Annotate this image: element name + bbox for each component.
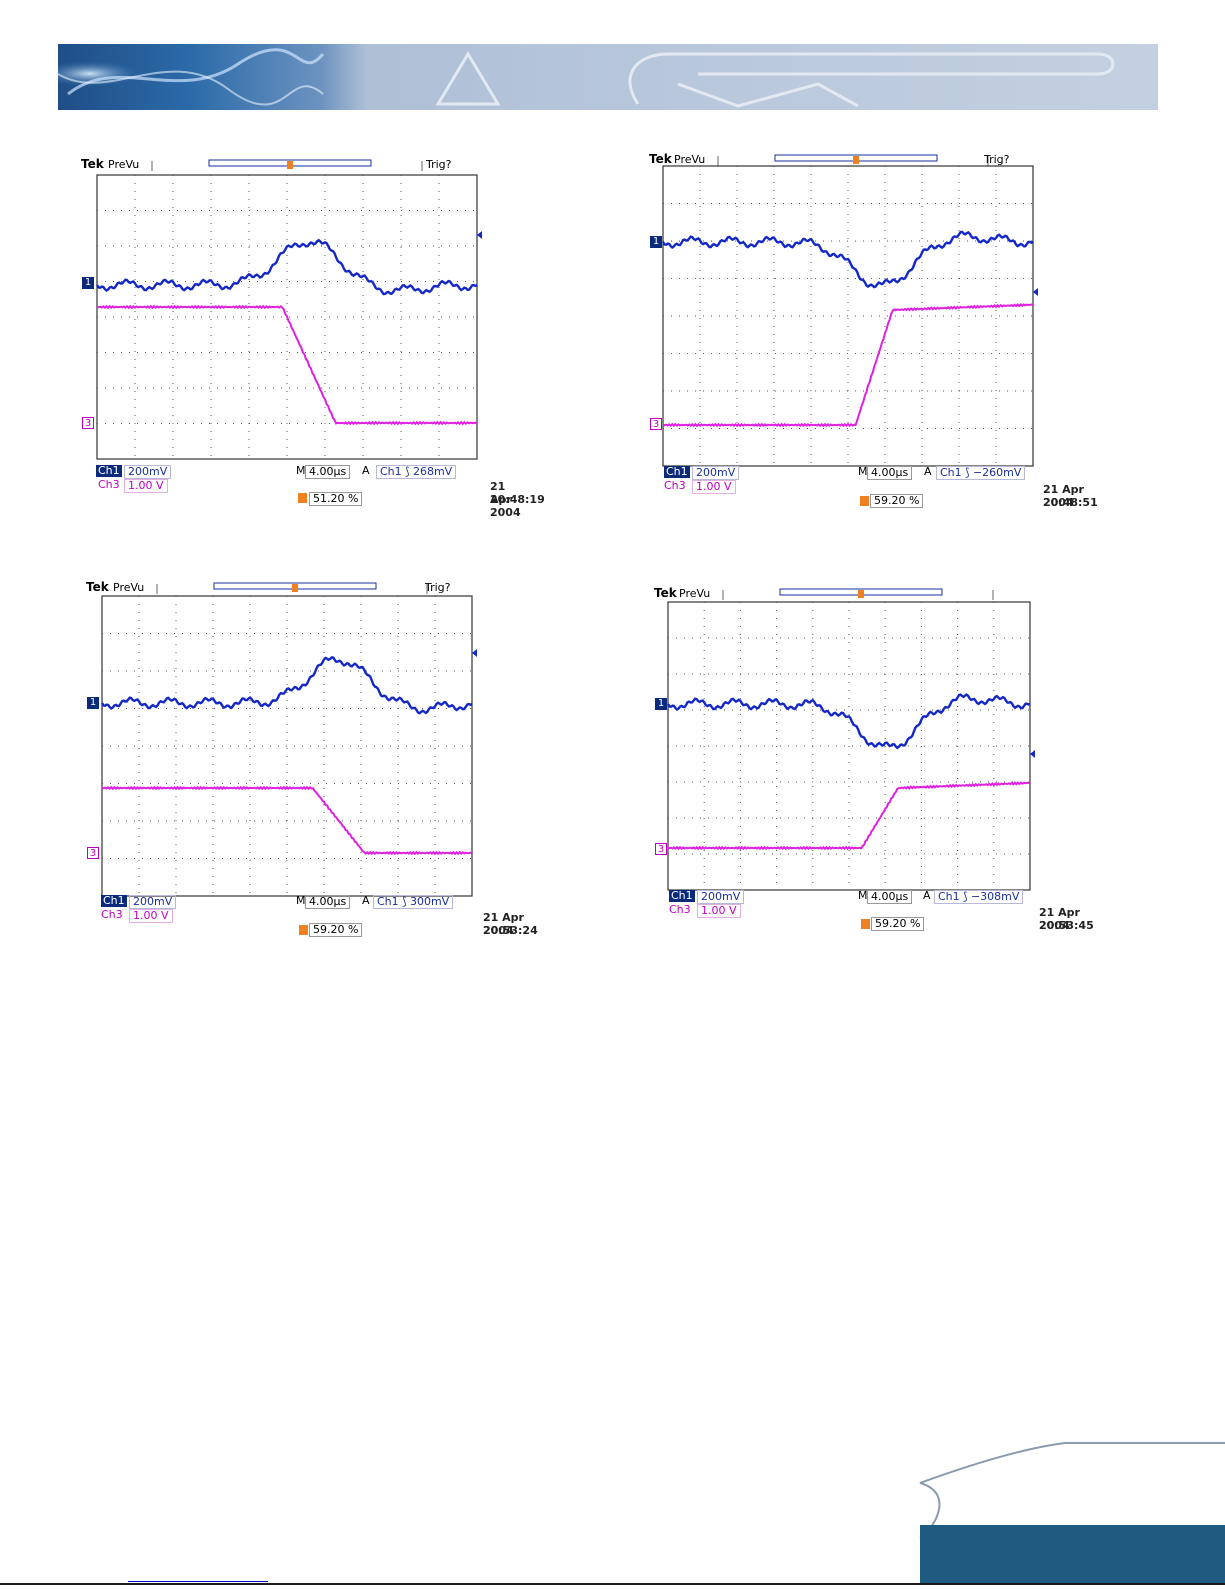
record-trigger-icon	[858, 590, 864, 598]
trigger-level-arrow	[1030, 750, 1035, 758]
footer-corner-graphic	[915, 1438, 1225, 1585]
footer-rule	[0, 1583, 1225, 1585]
tek-logo: Tek	[654, 586, 677, 600]
ch3-waveform	[662, 303, 1034, 428]
record-trigger-icon	[292, 584, 298, 592]
time-per-div: 4.00µs	[867, 890, 913, 904]
ch3-label: Ch3	[664, 479, 686, 492]
scope-screenshot-3: Tek PreVu Trig? 1 3 Ch1 200mV Ch3 1.00 V…	[85, 578, 538, 958]
trigger-setting: Ch1 ⟆ 268mV	[376, 465, 457, 479]
capture-time: 20:48:19	[490, 493, 545, 506]
scope-screenshot-2: Tek PreVu Trig? 1 3 Ch1 200mV Ch3 1.00 V…	[648, 150, 1098, 530]
ch1-scale: 200mV	[129, 895, 177, 909]
ch3-scale: 1.00 V	[129, 909, 173, 923]
ch1-waveform	[96, 238, 478, 296]
capture-time: 20:48:51	[1043, 496, 1098, 509]
record-trigger-icon	[287, 161, 293, 169]
trig-status: Trig?	[425, 581, 451, 594]
ch3-label: Ch3	[101, 908, 123, 921]
ch3-marker: 3	[82, 417, 94, 429]
trig-status: Trig?	[426, 158, 452, 171]
ch1-marker: 1	[650, 236, 662, 248]
trigger-setting: Ch1 ⟆ −260mV	[936, 466, 1026, 480]
ch3-scale: 1.00 V	[692, 480, 736, 494]
scope-display	[96, 159, 482, 460]
trigger-setting: Ch1 ⟆ 300mV	[373, 895, 454, 909]
ch1-marker: 1	[655, 698, 667, 710]
capture-time: 20:53:45	[1039, 919, 1094, 932]
prevu-label: PreVu	[674, 153, 706, 166]
trigger-icon	[299, 925, 308, 935]
ch1-label: Ch1	[669, 889, 695, 902]
ch1-scale: 200mV	[124, 465, 172, 479]
ch1-label: Ch1	[101, 894, 127, 907]
time-per-div: 4.00µs	[305, 895, 351, 909]
ch3-label: Ch3	[98, 478, 120, 491]
prevu-label: PreVu	[113, 581, 145, 594]
record-trigger-icon	[853, 156, 859, 164]
a-label: A	[923, 889, 931, 902]
trigger-position: 51.20 %	[309, 492, 363, 506]
trigger-icon	[298, 493, 307, 503]
capture-date: 21 Apr 2004	[483, 911, 524, 937]
tek-logo: Tek	[649, 152, 672, 166]
ch3-marker: 3	[87, 847, 99, 859]
scope-display	[666, 588, 1035, 891]
tek-logo: Tek	[86, 580, 109, 594]
ch1-scale: 200mV	[692, 466, 740, 480]
scope-screenshot-4: Tek PreVu 1 3 Ch1 200mV Ch3 1.00 V M 4.0…	[653, 584, 1094, 964]
trigger-setting: Ch1 ⟆ −308mV	[934, 890, 1024, 904]
capture-date: 21 Apr 2004	[1039, 906, 1080, 932]
ch3-waveform	[96, 304, 478, 426]
trigger-level-arrow	[477, 231, 482, 239]
tek-logo: Tek	[81, 157, 104, 171]
footer-link-underline[interactable]	[128, 1581, 268, 1582]
ch1-label: Ch1	[96, 464, 122, 477]
ch3-scale: 1.00 V	[697, 904, 741, 918]
trigger-position: 59.20 %	[870, 494, 924, 508]
ch3-scale: 1.00 V	[124, 479, 168, 493]
ch1-label: Ch1	[664, 465, 690, 478]
ch3-marker: 3	[655, 843, 667, 855]
prevu-label: PreVu	[679, 587, 711, 600]
m-label: M	[296, 894, 306, 907]
ch3-waveform	[101, 785, 473, 856]
trigger-icon	[861, 919, 870, 929]
time-per-div: 4.00µs	[305, 465, 351, 479]
capture-time: 20:53:24	[483, 924, 538, 937]
ch1-marker: 1	[82, 277, 94, 289]
ch1-waveform	[666, 693, 1031, 750]
scope-display	[100, 582, 477, 897]
ch3-marker: 3	[650, 418, 662, 430]
ch1-scale: 200mV	[697, 890, 745, 904]
trigger-position: 59.20 %	[871, 917, 925, 931]
m-label: M	[296, 464, 306, 477]
a-label: A	[362, 894, 370, 907]
ch3-waveform	[667, 781, 1031, 851]
a-label: A	[924, 465, 932, 478]
trigger-level-arrow	[472, 649, 477, 657]
ch1-marker: 1	[87, 697, 99, 709]
trigger-level-arrow	[1033, 288, 1038, 296]
trigger-icon	[860, 496, 869, 506]
banner-graphic	[58, 44, 1115, 110]
prevu-label: PreVu	[108, 158, 140, 171]
scope-screenshot-1: Tek PreVu Trig? 1 3 Ch1 200mV Ch3 1.00 V…	[80, 155, 545, 535]
a-label: A	[362, 464, 370, 477]
capture-date: 21 Apr 2004	[1043, 483, 1084, 509]
m-label: M	[858, 889, 868, 902]
scope-display	[661, 154, 1038, 467]
header-banner	[58, 44, 1158, 110]
trigger-position: 59.20 %	[309, 923, 363, 937]
ch1-waveform	[661, 230, 1034, 289]
ch1-waveform	[100, 656, 473, 715]
time-per-div: 4.00µs	[867, 466, 913, 480]
trig-status: Trig?	[984, 153, 1010, 166]
capture-date: 21 Apr 2004	[490, 480, 521, 519]
m-label: M	[858, 465, 868, 478]
ch3-label: Ch3	[669, 903, 691, 916]
